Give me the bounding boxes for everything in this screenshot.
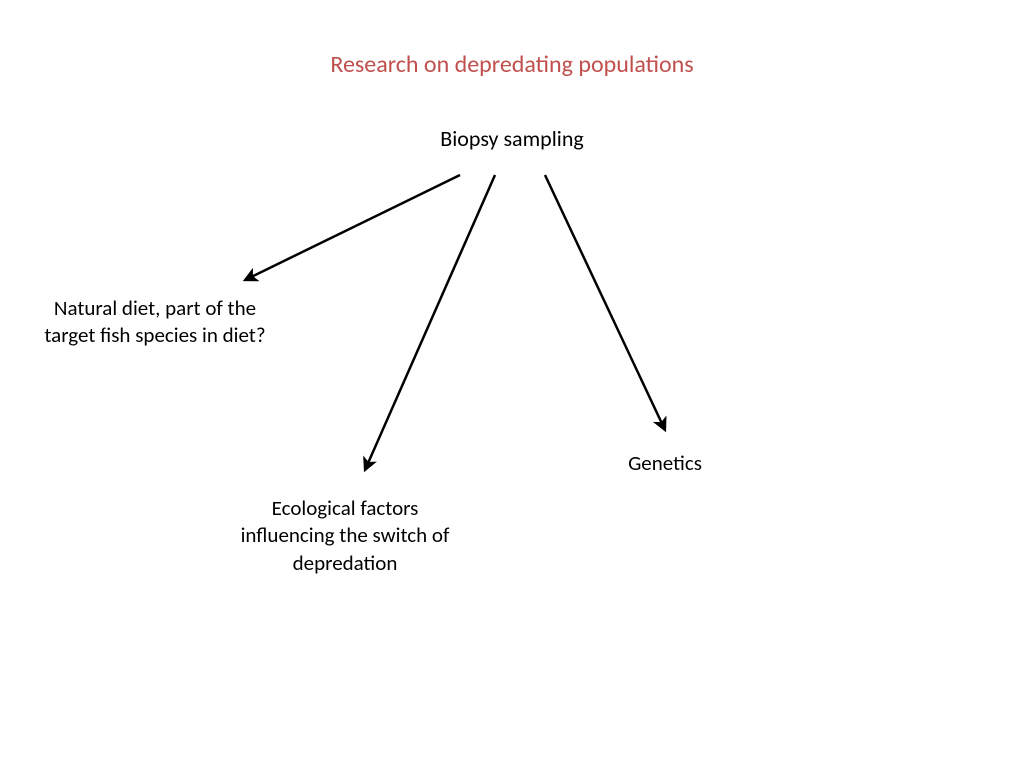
node-ecological-factors: Ecological factors influencing the switc… bbox=[225, 495, 465, 577]
root-node: Biopsy sampling bbox=[0, 125, 1024, 152]
node-genetics: Genetics bbox=[565, 450, 765, 476]
page-title: Research on depredating populations bbox=[0, 50, 1024, 79]
arrows-layer bbox=[0, 0, 1024, 768]
node-natural-diet: Natural diet, part of the target fish sp… bbox=[40, 295, 270, 350]
